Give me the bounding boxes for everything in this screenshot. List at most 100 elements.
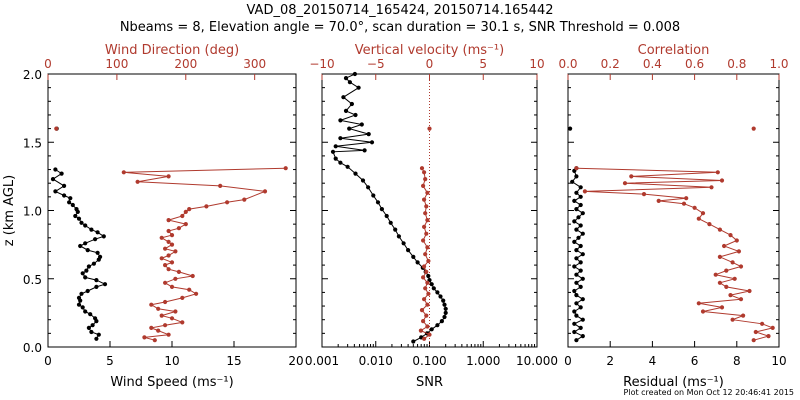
data-point bbox=[86, 325, 91, 330]
data-point bbox=[422, 297, 427, 302]
top-tick-label: 5 bbox=[479, 57, 487, 71]
data-point bbox=[166, 228, 171, 234]
bottom-tick-label: 8 bbox=[733, 354, 741, 368]
bottom-tick-label: 10.000 bbox=[516, 354, 558, 368]
data-point bbox=[728, 233, 733, 238]
data-point bbox=[135, 179, 140, 184]
top-tick-label: 0.8 bbox=[727, 57, 746, 71]
chart-title-line2: Nbeams = 8, Elevation angle = 70.0°, sca… bbox=[119, 20, 681, 35]
data-point bbox=[94, 336, 99, 341]
data-point bbox=[419, 166, 425, 171]
data-point bbox=[91, 261, 96, 266]
data-point bbox=[423, 286, 428, 291]
data-point bbox=[425, 190, 430, 195]
data-point bbox=[74, 207, 79, 212]
data-point bbox=[574, 248, 579, 253]
data-point bbox=[423, 252, 428, 257]
data-point bbox=[101, 234, 106, 239]
top-tick-label: 0.2 bbox=[601, 57, 620, 71]
data-point bbox=[574, 190, 579, 195]
data-point bbox=[424, 313, 429, 318]
data-point bbox=[572, 198, 577, 203]
data-point bbox=[163, 323, 168, 328]
data-point bbox=[717, 254, 723, 259]
data-point bbox=[568, 126, 573, 131]
data-point bbox=[190, 273, 195, 279]
panel-1-frame bbox=[47, 73, 297, 348]
bottom-tick-label: 0.010 bbox=[359, 354, 393, 368]
bottom-tick-label: 1.000 bbox=[466, 354, 500, 368]
data-point bbox=[422, 197, 427, 202]
data-point bbox=[574, 280, 579, 285]
y-tick-label: 0.5 bbox=[23, 273, 42, 287]
data-point bbox=[54, 126, 59, 131]
data-point bbox=[169, 260, 175, 265]
data-point bbox=[578, 268, 583, 273]
data-point bbox=[578, 305, 583, 310]
data-point bbox=[187, 287, 192, 292]
data-point bbox=[166, 239, 171, 244]
data-point bbox=[70, 202, 75, 208]
data-point bbox=[738, 264, 744, 269]
data-point bbox=[218, 183, 223, 188]
data-point bbox=[578, 325, 583, 330]
data-point bbox=[83, 309, 88, 314]
data-point bbox=[429, 282, 434, 287]
data-point bbox=[429, 327, 434, 332]
data-point bbox=[578, 284, 583, 289]
data-point bbox=[425, 302, 430, 307]
data-point bbox=[570, 179, 575, 184]
data-point bbox=[53, 189, 58, 194]
data-point bbox=[415, 260, 420, 265]
data-point bbox=[426, 291, 431, 296]
data-point bbox=[580, 211, 585, 216]
data-point bbox=[741, 313, 746, 318]
data-point bbox=[576, 215, 581, 220]
data-point bbox=[730, 317, 735, 322]
data-point bbox=[156, 306, 161, 311]
data-point bbox=[684, 196, 689, 201]
data-point bbox=[225, 200, 230, 205]
top-tick-label: 0 bbox=[426, 57, 434, 71]
data-point bbox=[159, 256, 164, 261]
data-point bbox=[574, 338, 579, 343]
data-point bbox=[422, 336, 427, 341]
data-point bbox=[572, 219, 577, 224]
data-point bbox=[629, 174, 634, 179]
data-point bbox=[53, 167, 58, 172]
data-point bbox=[574, 256, 579, 261]
data-point bbox=[427, 332, 432, 337]
data-point bbox=[713, 272, 718, 277]
data-point bbox=[93, 237, 98, 242]
bottom-tick-label: 4 bbox=[649, 354, 657, 368]
top-axis-label: Vertical velocity (ms⁻¹) bbox=[355, 43, 504, 58]
data-point bbox=[578, 194, 583, 199]
data-point bbox=[578, 185, 583, 190]
data-point bbox=[443, 310, 448, 315]
data-point bbox=[700, 309, 706, 314]
data-point bbox=[152, 338, 157, 343]
data-point bbox=[176, 226, 181, 231]
chart-title-line1: VAD_08_20150714_165424, 20150714.165442 bbox=[246, 3, 554, 18]
data-point bbox=[574, 301, 579, 306]
panel-3-frame bbox=[567, 73, 780, 348]
data-point bbox=[80, 305, 85, 310]
data-point bbox=[696, 301, 701, 306]
data-point bbox=[423, 177, 428, 182]
data-point bbox=[262, 189, 268, 194]
data-point bbox=[166, 218, 171, 223]
top-tick-label: 0.0 bbox=[558, 57, 577, 71]
data-point bbox=[724, 284, 729, 289]
data-point bbox=[715, 170, 720, 175]
data-point bbox=[121, 170, 126, 175]
data-point bbox=[371, 193, 376, 198]
top-tick-label: 10 bbox=[529, 57, 544, 71]
data-point bbox=[572, 239, 577, 244]
data-point bbox=[180, 320, 185, 325]
data-point bbox=[435, 290, 440, 295]
data-point bbox=[393, 227, 398, 232]
data-point bbox=[736, 249, 742, 254]
data-point bbox=[770, 325, 775, 330]
data-point bbox=[156, 328, 161, 333]
